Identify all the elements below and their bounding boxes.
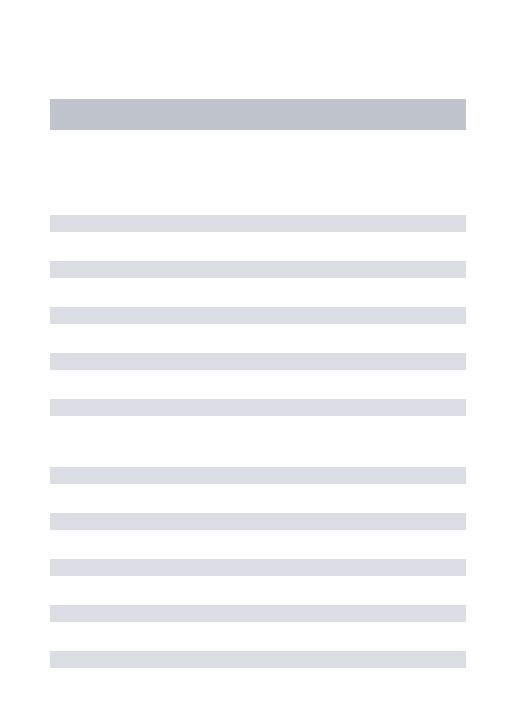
header-bar bbox=[50, 99, 466, 130]
skeleton-line bbox=[50, 467, 466, 484]
skeleton-line bbox=[50, 651, 466, 668]
skeleton-line bbox=[50, 353, 466, 370]
skeleton-line bbox=[50, 215, 466, 232]
skeleton-line bbox=[50, 605, 466, 622]
skeleton-line bbox=[50, 307, 466, 324]
skeleton-line bbox=[50, 399, 466, 416]
skeleton-line bbox=[50, 261, 466, 278]
skeleton-line bbox=[50, 513, 466, 530]
skeleton-container bbox=[50, 0, 466, 713]
skeleton-line bbox=[50, 559, 466, 576]
